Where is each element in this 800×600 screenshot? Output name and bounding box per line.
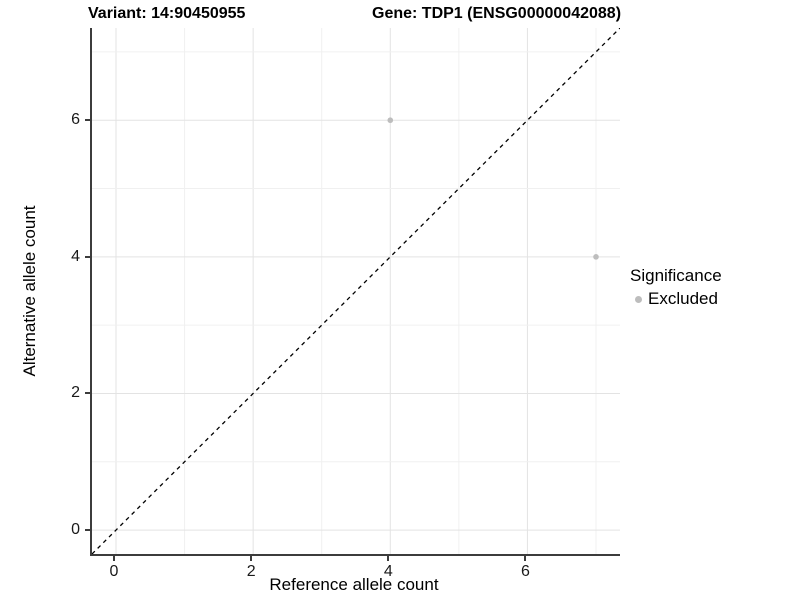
y-axis-tick [85,392,90,395]
identity-line [92,28,620,554]
x-tick-label: 2 [246,563,256,580]
x-axis-tick [113,556,115,561]
y-axis-tick [85,119,90,122]
legend-item-excluded: Excluded [635,289,722,309]
y-tick-label: 0 [71,521,80,539]
plot-title-variant: Variant: 14:90450955 [88,5,246,22]
x-axis-tick [387,556,390,561]
x-axis-tick [250,556,253,561]
legend: Significance Excluded [630,266,722,309]
x-axis-title: Reference allele count [269,575,439,594]
y-tick-label: 2 [71,384,80,402]
x-tick-label: 4 [383,563,393,580]
legend-item-label: Excluded [648,289,718,308]
plot-panel [90,28,620,556]
y-axis-tick [85,255,90,258]
y-axis-tick [85,529,90,532]
plot-title-gene: Gene: TDP1 (ENSG00000042088) [372,5,622,22]
plot-canvas [92,28,620,554]
legend-title: Significance [630,266,722,285]
y-tick-label: 4 [71,247,80,265]
data-point [593,254,599,260]
data-point [387,117,394,124]
y-tick-label: 6 [71,111,80,129]
x-tick-label: 6 [520,563,530,580]
x-axis-tick [524,556,527,561]
legend-point-icon [635,295,642,303]
y-axis-title: Alternative allele count [20,205,39,377]
x-tick-label: 0 [109,563,119,580]
